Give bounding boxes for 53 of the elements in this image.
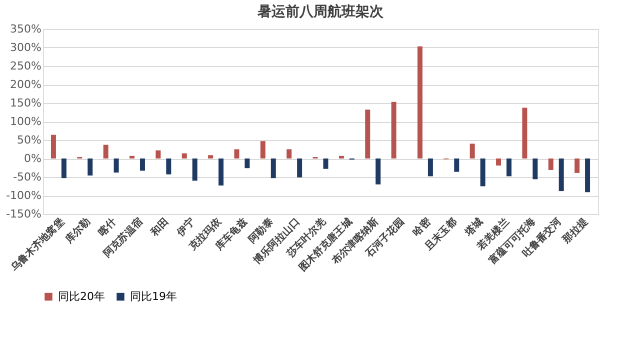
bar (218, 158, 224, 186)
y-tick-label: 250% (10, 60, 42, 72)
legend-label: 同比19年 (130, 290, 177, 303)
bar (338, 156, 344, 158)
y-tick-label: 50% (17, 134, 42, 146)
x-tick-label: 那拉提 (560, 216, 590, 246)
bar (365, 110, 370, 158)
bar (208, 155, 214, 158)
bar (522, 108, 528, 158)
bar (323, 158, 328, 169)
bar (192, 158, 198, 181)
y-tick-label: 100% (10, 115, 42, 128)
bar (61, 158, 66, 178)
bar (558, 158, 564, 192)
y-tick-label: -150% (6, 208, 42, 220)
bar (114, 158, 119, 173)
bar (428, 158, 433, 176)
bar (391, 102, 396, 158)
bar (574, 158, 580, 173)
bar (532, 158, 538, 180)
y-tick-label: 200% (10, 78, 42, 91)
bar (234, 149, 240, 158)
bar (480, 158, 486, 186)
bar (376, 158, 381, 184)
bar (470, 144, 475, 158)
x-tick-label: 和田 (148, 216, 172, 240)
legend-label: 同比20年 (58, 290, 105, 303)
bar (156, 150, 161, 158)
bar (585, 158, 590, 192)
bar (50, 134, 56, 158)
bar (297, 158, 302, 178)
bar (166, 158, 172, 174)
bar (140, 158, 145, 171)
bar (260, 141, 266, 158)
bar (244, 158, 250, 168)
chart-title: 暑运前八周航班架次 (256, 3, 384, 20)
y-tick-label: 150% (10, 96, 42, 110)
bar (496, 158, 502, 166)
bar (454, 158, 460, 172)
bar (270, 158, 276, 178)
y-tick-label: -50% (13, 170, 42, 184)
bar (182, 153, 187, 158)
bar (88, 158, 93, 176)
bar (506, 158, 512, 176)
y-tick-label: 0% (24, 152, 42, 165)
y-tick-label: 350% (10, 22, 42, 36)
y-tick-label: 300% (10, 41, 42, 54)
bar (286, 149, 292, 158)
bar (130, 156, 135, 158)
y-tick-label: -100% (6, 189, 42, 202)
bar (417, 46, 422, 158)
bar (548, 158, 554, 170)
bar (103, 144, 108, 158)
